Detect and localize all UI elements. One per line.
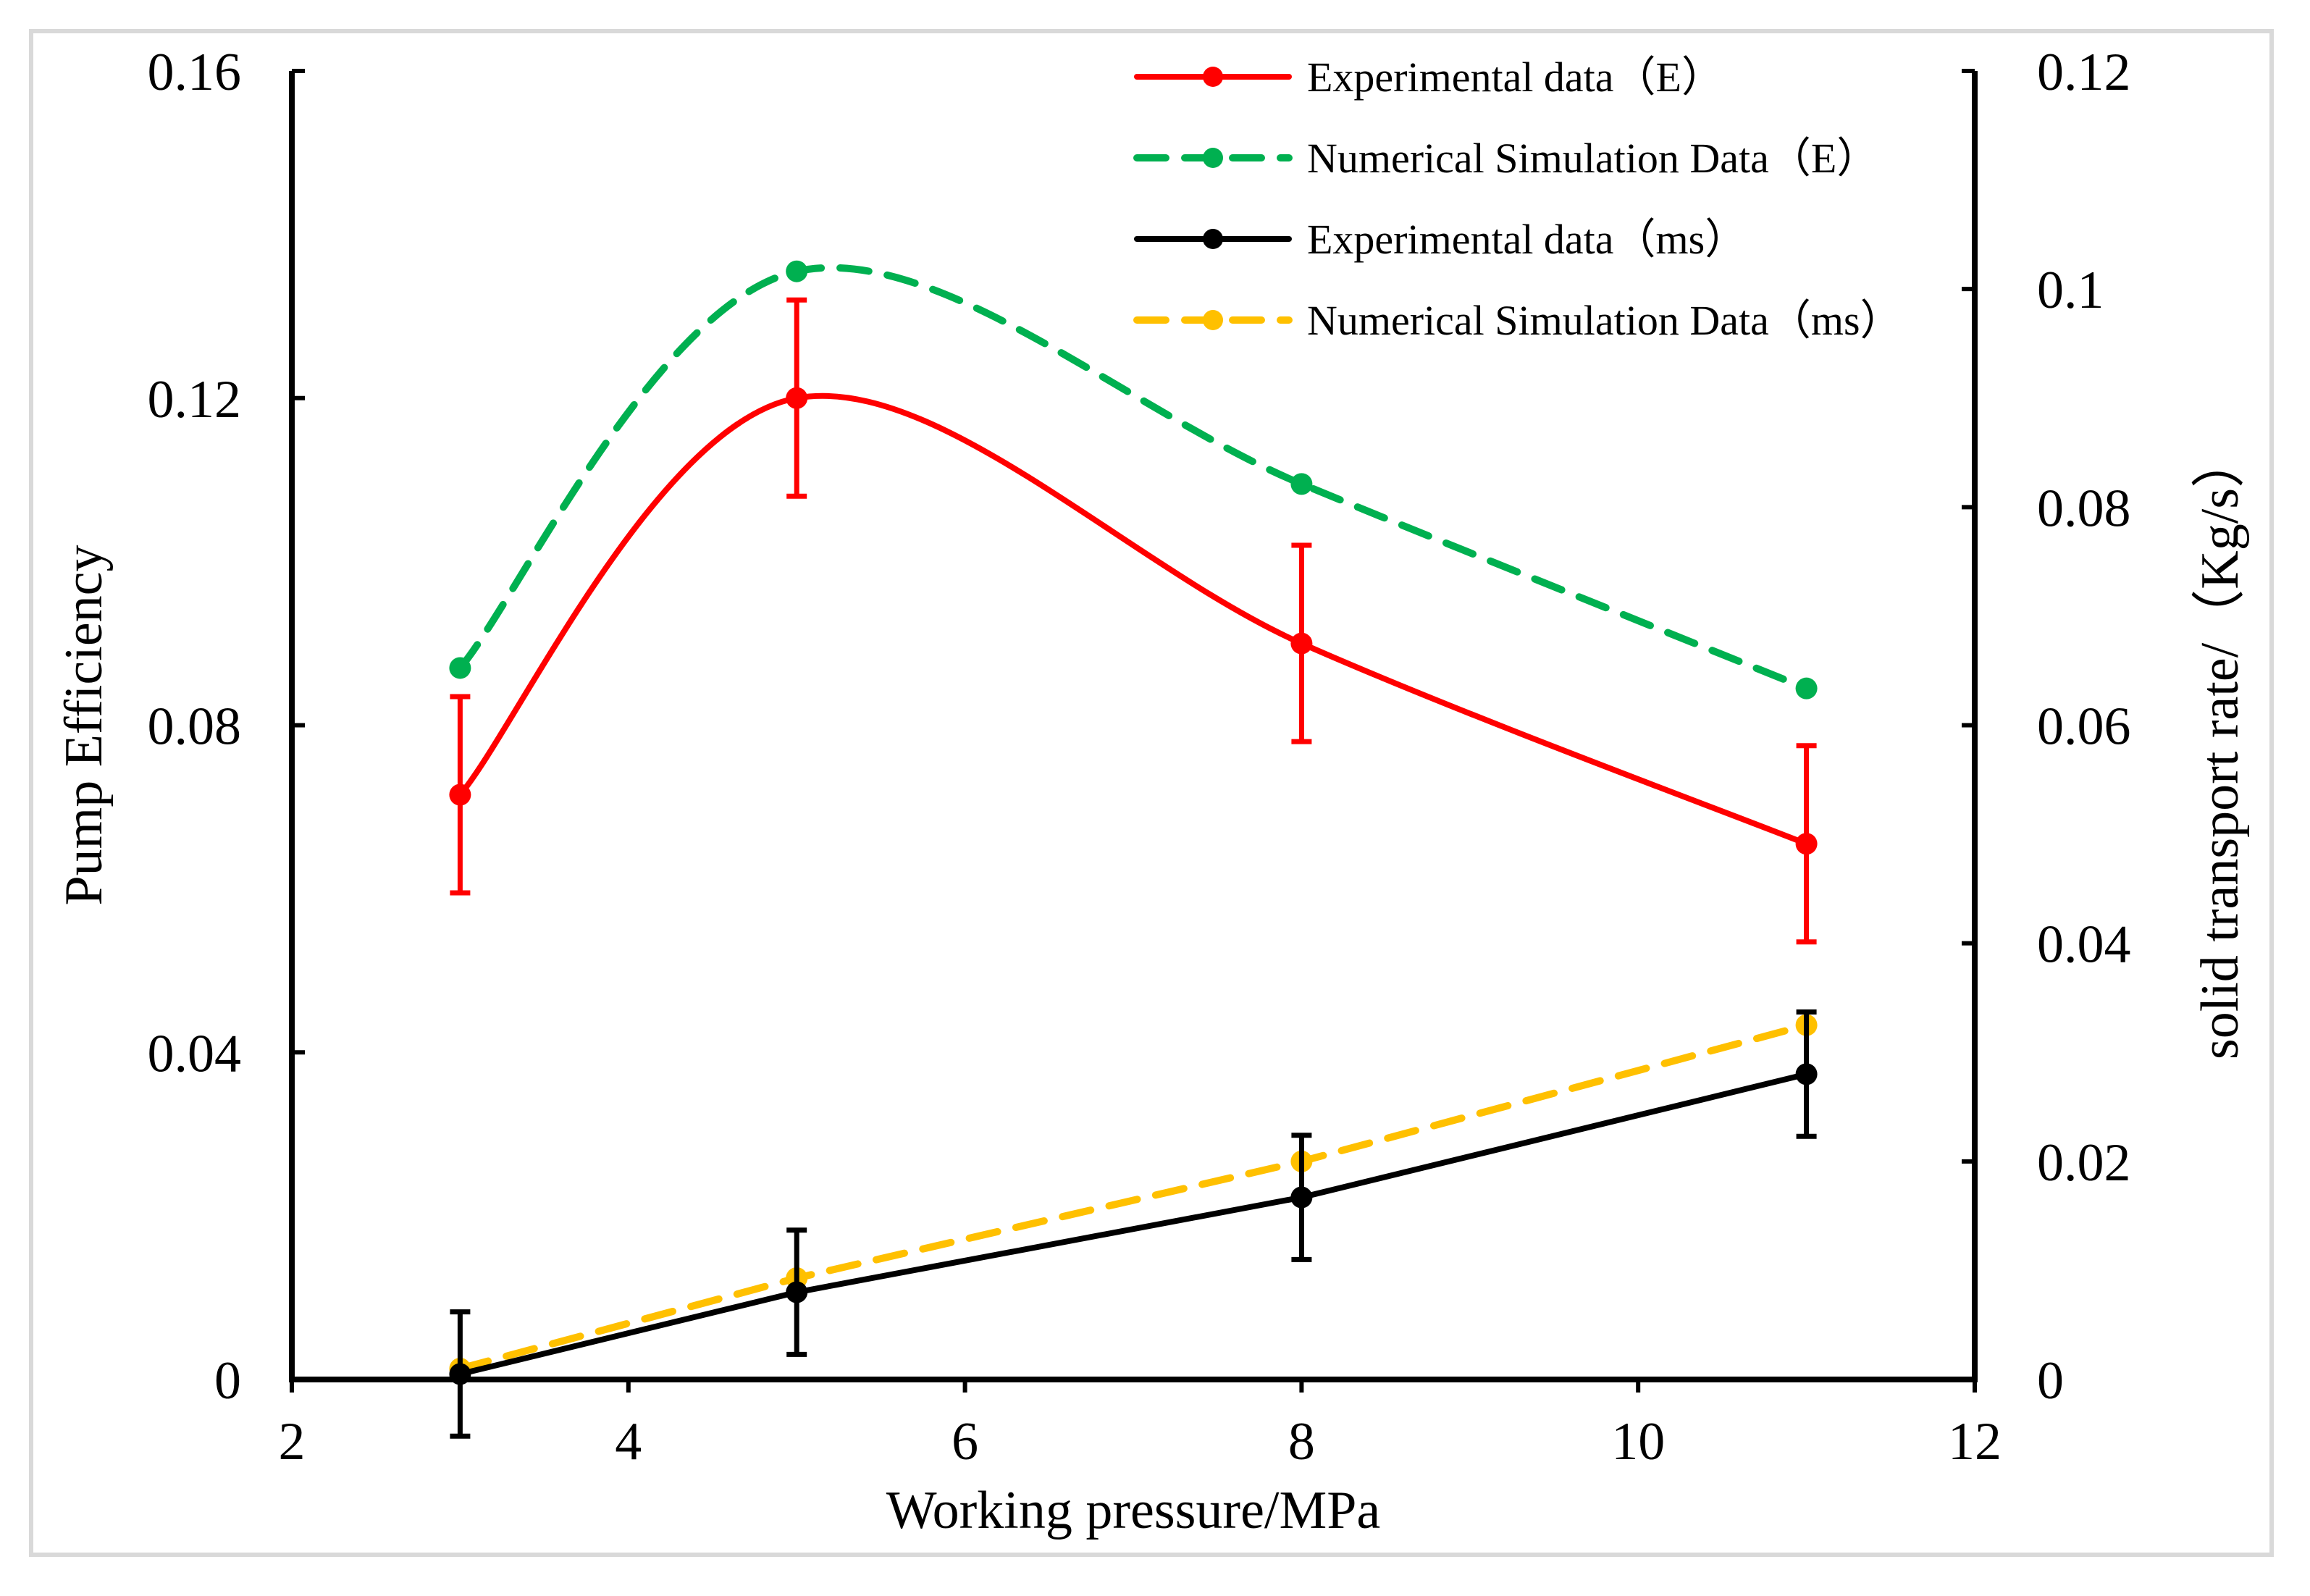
legend-item-sim-transport: Numerical Simulation Data（ms） xyxy=(1133,297,1902,344)
legend-item-exp-transport: Experimental data（ms） xyxy=(1134,216,1747,263)
x-tick-label: 8 xyxy=(1288,1412,1315,1471)
series-layer xyxy=(449,260,1818,1439)
legend-label: Numerical Simulation Data（E） xyxy=(1307,135,1878,182)
y2-tick-label: 0.1 xyxy=(2037,261,2104,320)
y-tick-label: 0 xyxy=(214,1351,241,1411)
x-tick-label: 2 xyxy=(279,1412,306,1471)
sim-efficiency-line xyxy=(456,264,1810,692)
exp-transport-line xyxy=(457,1071,1810,1377)
y2-tick-label: 0.08 xyxy=(2037,479,2131,538)
exp-transport-point xyxy=(1290,1186,1313,1209)
exp-efficiency-point xyxy=(449,784,471,806)
exp-efficiency-line xyxy=(457,392,1810,847)
exp-efficiency-point xyxy=(786,387,808,409)
y-axis-title: Pump Efficiency xyxy=(54,545,114,905)
legend-marker xyxy=(1203,148,1223,168)
y2-tick-label: 0.02 xyxy=(2037,1133,2131,1193)
legend-marker xyxy=(1203,67,1223,87)
x-tick-label: 6 xyxy=(952,1412,978,1471)
y2-tick-label: 0.04 xyxy=(2037,915,2131,975)
legend-marker xyxy=(1203,310,1223,330)
x-tick-label: 12 xyxy=(1948,1412,2002,1471)
legend-item-exp-efficiency: Experimental data（E） xyxy=(1134,54,1723,101)
x-tick-label: 4 xyxy=(615,1412,642,1471)
y2-tick-label: 0.12 xyxy=(2037,43,2131,102)
y2-tick-label: 0 xyxy=(2037,1351,2064,1411)
exp-transport-point xyxy=(449,1363,471,1385)
exp-transport-point xyxy=(786,1281,808,1303)
y-tick-label: 0.12 xyxy=(148,370,242,429)
x-tick-label: 10 xyxy=(1611,1412,1665,1471)
legend: Experimental data（E） Numerical Simulation… xyxy=(1133,54,1902,344)
exp-efficiency-point xyxy=(1290,632,1313,655)
exp-efficiency-point xyxy=(1795,833,1818,855)
exp-transport-point xyxy=(1795,1063,1818,1085)
axes: 2 4 6 8 10 12 0 0.04 0.08 0.12 0.16 0 0.02 0.04 0.06 0.… xyxy=(148,43,2131,1471)
sim-efficiency-point xyxy=(449,657,471,679)
y-tick-label: 0.04 xyxy=(148,1024,242,1083)
y2-axis-title: solid transport rate/（Kg/s） xyxy=(2191,434,2250,1059)
sim-efficiency-point xyxy=(1290,473,1313,495)
sim-efficiency-point xyxy=(1795,677,1818,700)
legend-label: Experimental data（E） xyxy=(1307,54,1723,101)
series-exp-transport xyxy=(449,1009,1818,1439)
y2-tick-label: 0.06 xyxy=(2037,697,2131,757)
sim-transport-line xyxy=(456,1021,1810,1372)
y-tick-label: 0.08 xyxy=(148,697,242,757)
y-tick-label: 0.16 xyxy=(148,43,242,102)
legend-label: Numerical Simulation Data（ms） xyxy=(1307,297,1902,344)
x-axis-title: Working pressure/MPa xyxy=(886,1481,1381,1540)
legend-item-sim-efficiency: Numerical Simulation Data（E） xyxy=(1133,135,1878,182)
legend-marker xyxy=(1203,229,1223,249)
series-sim-efficiency xyxy=(449,260,1818,700)
series-exp-efficiency xyxy=(449,297,1818,945)
sim-efficiency-point xyxy=(786,260,808,282)
chart-frame xyxy=(29,29,2274,1557)
legend-label: Experimental data（ms） xyxy=(1307,216,1747,263)
